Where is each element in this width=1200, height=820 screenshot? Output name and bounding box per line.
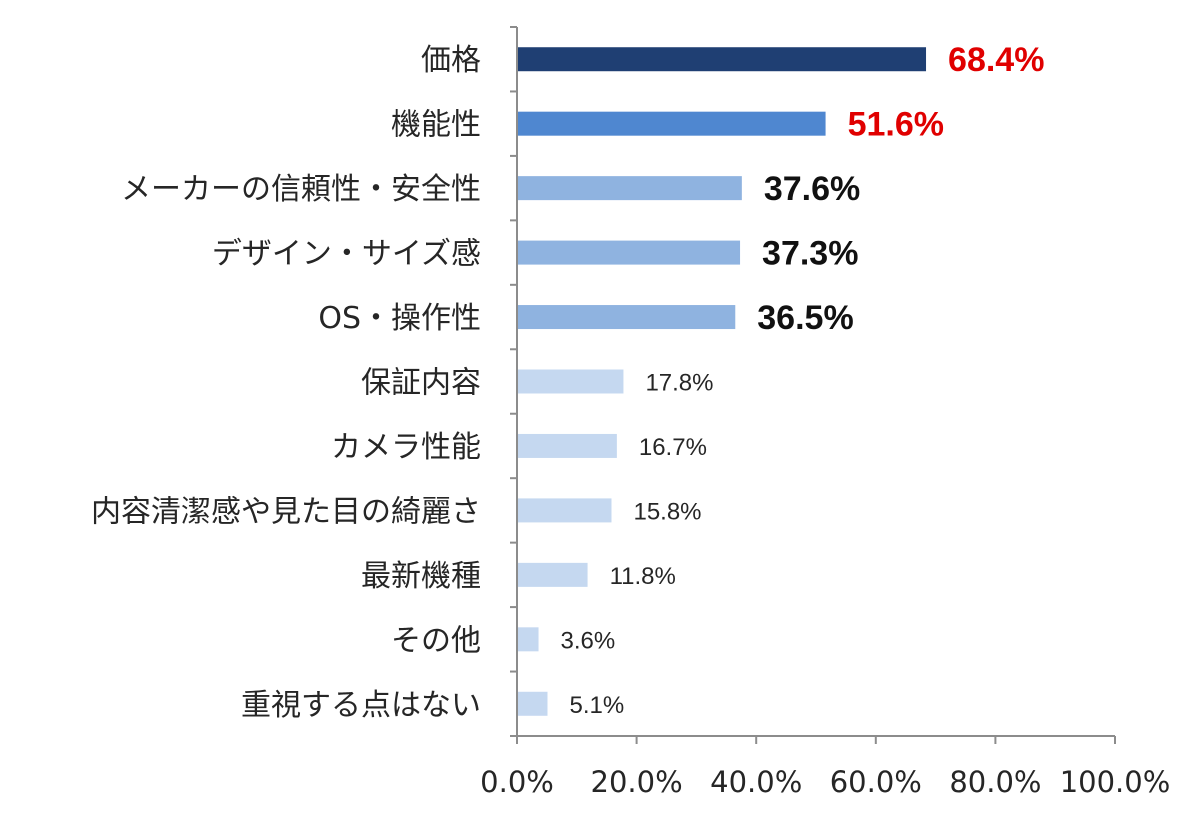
category-label: 最新機種 — [361, 559, 481, 594]
x-tick-label: 20.0% — [591, 765, 683, 799]
bar — [518, 305, 736, 330]
category-label: 重視する点はない — [241, 688, 481, 723]
data-label: 37.3% — [762, 235, 858, 273]
bar — [518, 562, 588, 587]
category-label: 価格 — [421, 43, 481, 78]
data-label: 5.1% — [569, 692, 624, 719]
data-label: 11.8% — [610, 563, 676, 590]
data-label: 16.7% — [639, 434, 707, 461]
bar — [518, 627, 539, 652]
data-label: 36.5% — [757, 299, 853, 337]
x-tick-label: 40.0% — [710, 765, 802, 799]
data-label: 17.8% — [645, 370, 713, 397]
x-tick-label: 80.0% — [949, 765, 1041, 799]
bar — [518, 111, 826, 136]
bar — [518, 691, 548, 716]
category-label: メーカーの信頼性・安全性 — [121, 172, 481, 207]
category-label: 内容清潔感や見た目の綺麗さ — [91, 494, 481, 529]
bar — [518, 240, 741, 265]
category-label: 保証内容 — [361, 366, 481, 401]
bar — [518, 498, 612, 523]
bar — [518, 369, 624, 394]
data-label: 3.6% — [561, 627, 616, 654]
bar — [518, 176, 742, 201]
category-label: デザイン・サイズ感 — [212, 237, 481, 272]
x-tick-label: 0.0% — [480, 765, 554, 799]
category-label: カメラ性能 — [331, 430, 481, 465]
data-label: 51.6% — [848, 106, 944, 144]
data-label: 15.8% — [633, 498, 701, 525]
x-tick-label: 100.0% — [1060, 765, 1171, 799]
category-label: OS・操作性 — [318, 301, 481, 336]
category-label: その他 — [391, 623, 481, 658]
x-tick-label: 60.0% — [830, 765, 922, 799]
category-label: 機能性 — [391, 108, 481, 143]
data-label: 37.6% — [764, 170, 860, 208]
bar — [518, 47, 927, 72]
data-label: 68.4% — [948, 41, 1044, 79]
bar — [518, 433, 617, 458]
